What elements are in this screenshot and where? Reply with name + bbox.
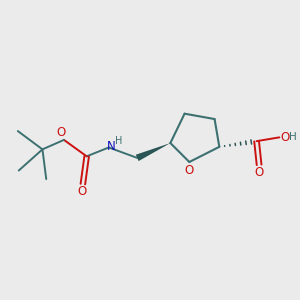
Text: O: O [184, 164, 193, 177]
Text: H: H [289, 132, 297, 142]
Text: N: N [106, 140, 116, 153]
Text: O: O [56, 126, 65, 140]
Text: O: O [280, 131, 290, 144]
Text: H: H [115, 136, 122, 146]
Polygon shape [136, 143, 170, 161]
Text: O: O [78, 185, 87, 198]
Text: O: O [254, 166, 264, 179]
